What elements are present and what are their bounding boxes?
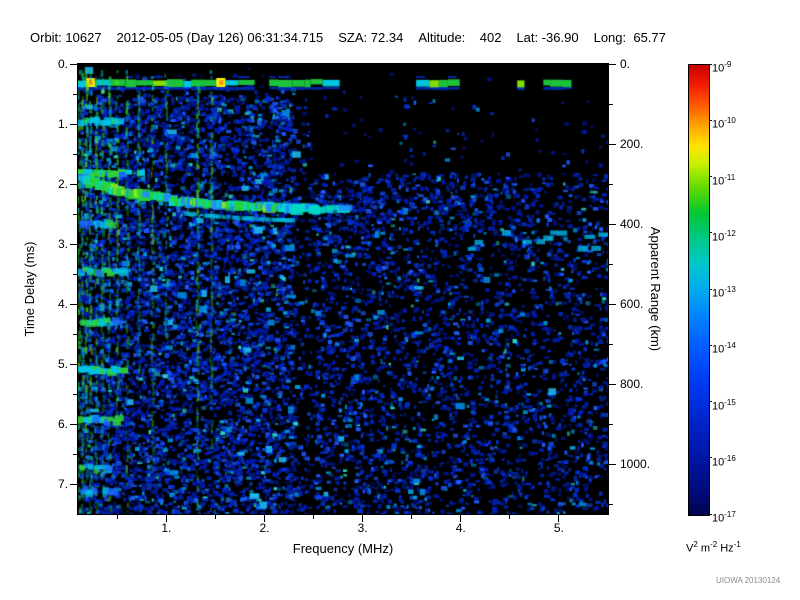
- right-axis-minor-tick: [609, 103, 613, 105]
- right-axis-tick-label: 800.: [620, 377, 644, 392]
- y-axis-tick-label: 6.: [57, 417, 68, 431]
- y-axis-tick: [70, 243, 77, 245]
- right-axis-tick-label: 1000.: [620, 457, 651, 472]
- right-axis-tick: [609, 143, 616, 145]
- colorbar-tick-label: 10-15: [712, 397, 736, 413]
- y-axis-label-right: Apparent Range (km): [648, 226, 663, 352]
- colorbar-tick: [709, 288, 712, 290]
- y-axis-tick-label: 7.: [57, 477, 68, 491]
- y-axis-tick: [70, 183, 77, 185]
- colorbar-tick-label: 10-13: [712, 285, 736, 300]
- header-sza: SZA: 72.34: [338, 30, 404, 45]
- y-axis-tick: [70, 63, 77, 65]
- colorbar-tick: [709, 119, 712, 121]
- right-axis-minor-tick: [609, 503, 613, 505]
- x-axis-minor-tick: [116, 515, 118, 519]
- colorbar-tick-label: 10-17: [712, 510, 736, 525]
- watermark: UIOWA 20130124: [716, 576, 781, 585]
- spectrogram-canvas: [78, 64, 608, 514]
- right-axis-minor-tick: [609, 423, 613, 425]
- right-axis-tick-label: 600.: [620, 297, 644, 312]
- y-axis-minor-tick: [73, 393, 77, 395]
- colorbar-tick: [709, 232, 712, 234]
- y-axis-tick-label: 4.: [57, 297, 68, 311]
- colorbar-tick-label: 10-12: [712, 228, 736, 244]
- colorbar-tick: [709, 63, 712, 65]
- right-axis-tick: [609, 383, 616, 385]
- y-axis-minor-tick: [73, 273, 77, 275]
- right-axis-tick-label: 400.: [620, 217, 644, 232]
- y-axis-tick-label: 1.: [57, 117, 68, 131]
- colorbar-tick: [709, 513, 712, 515]
- right-axis-minor-tick: [609, 183, 613, 185]
- y-axis-tick-label: 0.: [57, 57, 68, 71]
- header-long: Long: 65.77: [593, 30, 666, 45]
- header-line: Orbit: 10627 2012-05-05 (Day 126) 06:31:…: [30, 30, 666, 45]
- colorbar-tick: [709, 401, 712, 402]
- x-axis-label: Frequency (MHz): [292, 541, 394, 556]
- x-axis-minor-tick: [411, 515, 413, 519]
- colorbar-tick-label: 10-10: [712, 116, 736, 131]
- y-axis-tick-label: 3.: [57, 237, 68, 251]
- x-axis-tick: [165, 515, 167, 522]
- y-axis-minor-tick: [73, 333, 77, 335]
- x-axis-tick-label: 5.: [553, 521, 564, 535]
- header-altitude: Altitude: 402: [418, 30, 502, 45]
- x-axis-minor-tick: [214, 515, 216, 519]
- x-axis-tick: [558, 515, 560, 522]
- header-lat: Lat: -36.90: [516, 30, 579, 45]
- y-axis-minor-tick: [73, 213, 77, 215]
- x-axis-tick: [263, 515, 265, 522]
- x-axis-tick-label: 2.: [259, 521, 270, 535]
- spectrogram-plot: [77, 63, 609, 515]
- colorbar-tick: [709, 457, 712, 459]
- colorbar: [688, 64, 710, 516]
- colorbar-tick-label: 10-16: [712, 453, 736, 469]
- x-axis-tick-label: 3.: [357, 521, 368, 535]
- y-axis-label-left: Time Delay (ms): [22, 241, 37, 337]
- y-axis-tick: [70, 363, 77, 365]
- colorbar-units: V2 m-2 Hz-1: [686, 540, 741, 555]
- y-axis-tick: [70, 423, 77, 425]
- right-axis-tick-label: 200.: [620, 137, 644, 152]
- y-axis-tick: [70, 483, 77, 485]
- x-axis-tick: [362, 515, 364, 522]
- right-axis-minor-tick: [609, 343, 613, 345]
- right-axis-tick: [609, 63, 616, 65]
- y-axis-tick: [70, 123, 77, 125]
- y-axis-minor-tick: [73, 453, 77, 455]
- y-axis-tick-label: 2.: [57, 177, 68, 191]
- x-axis-minor-tick: [509, 515, 511, 519]
- x-axis-minor-tick: [313, 515, 315, 519]
- right-axis-tick: [609, 303, 616, 305]
- colorbar-tick: [709, 176, 712, 177]
- right-axis-tick: [609, 463, 616, 465]
- y-axis-tick: [70, 303, 77, 305]
- x-axis-tick-label: 4.: [455, 521, 466, 535]
- y-axis-minor-tick: [73, 153, 77, 155]
- colorbar-tick: [709, 344, 712, 346]
- colorbar-tick-label: 10-14: [712, 341, 736, 356]
- right-axis-minor-tick: [609, 263, 613, 265]
- colorbar-tick-label: 10-11: [712, 172, 736, 188]
- x-axis-tick: [460, 515, 462, 522]
- right-axis-tick: [609, 223, 616, 225]
- right-axis-tick-label: 0.: [620, 57, 631, 71]
- x-axis-tick-label: 1.: [161, 521, 172, 535]
- y-axis-tick-label: 5.: [57, 357, 68, 371]
- colorbar-tick-label: 10-9: [712, 60, 732, 75]
- y-axis-minor-tick: [73, 93, 77, 95]
- header-orbit: Orbit: 10627: [30, 30, 102, 45]
- header-datetime: 2012-05-05 (Day 126) 06:31:34.715: [116, 30, 324, 45]
